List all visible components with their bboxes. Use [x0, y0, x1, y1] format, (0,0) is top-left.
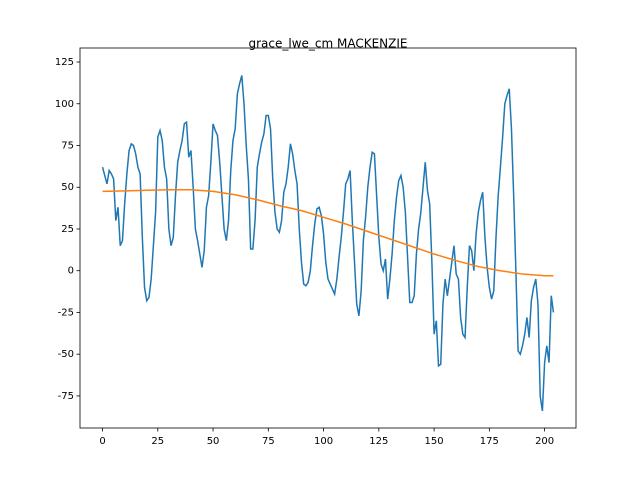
- x-tick-label: 75: [262, 436, 275, 447]
- y-tick-label: -75: [58, 391, 74, 402]
- y-tick-label: 0: [68, 266, 74, 277]
- x-tick-label: 100: [314, 436, 333, 447]
- y-tick-label: 50: [61, 182, 74, 193]
- x-tick-label: 150: [425, 436, 444, 447]
- x-tick-label: 50: [207, 436, 220, 447]
- y-tick-label: -25: [58, 307, 74, 318]
- data-line: [102, 189, 554, 277]
- y-tick-label: 125: [55, 57, 74, 68]
- x-tick-label: 0: [99, 436, 105, 447]
- axes-frame: [79, 47, 577, 429]
- chart-title: grace_lwe_cm MACKENZIE: [248, 37, 407, 51]
- y-tick-label: -50: [58, 349, 74, 360]
- y-tick-label: 100: [55, 99, 74, 110]
- data-line: [101, 75, 555, 412]
- x-tick-label: 25: [151, 436, 164, 447]
- y-tick-label: 75: [61, 141, 74, 152]
- y-tick-label: 25: [61, 224, 74, 235]
- x-tick-label: 175: [480, 436, 499, 447]
- x-tick-label: 125: [369, 436, 388, 447]
- x-tick-label: 200: [535, 436, 554, 447]
